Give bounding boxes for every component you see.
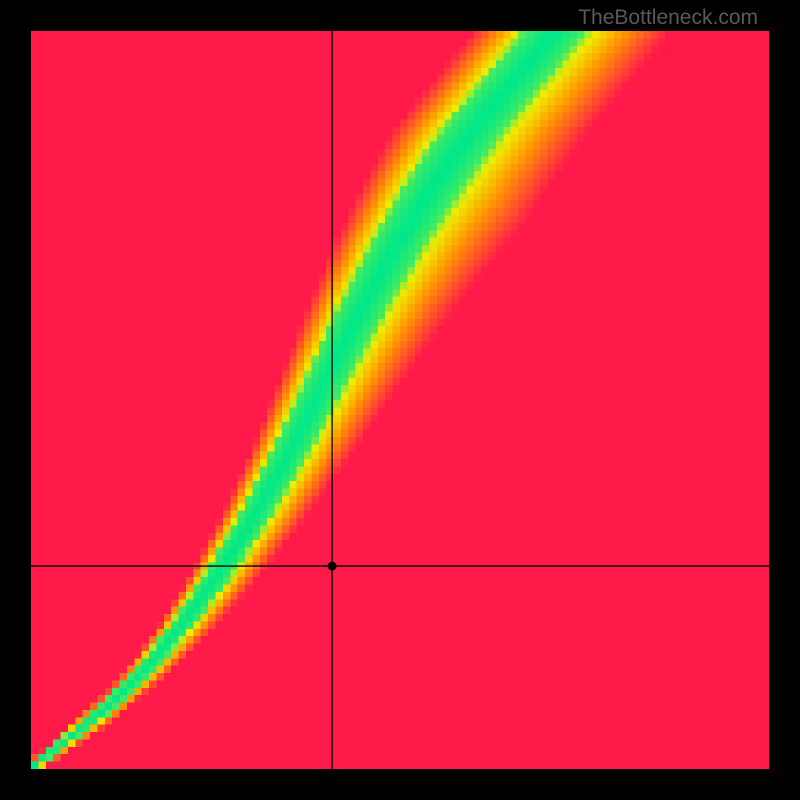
heatmap-canvas (31, 31, 769, 769)
watermark-text: TheBottleneck.com (578, 6, 758, 30)
heatmap-plot (31, 31, 769, 769)
